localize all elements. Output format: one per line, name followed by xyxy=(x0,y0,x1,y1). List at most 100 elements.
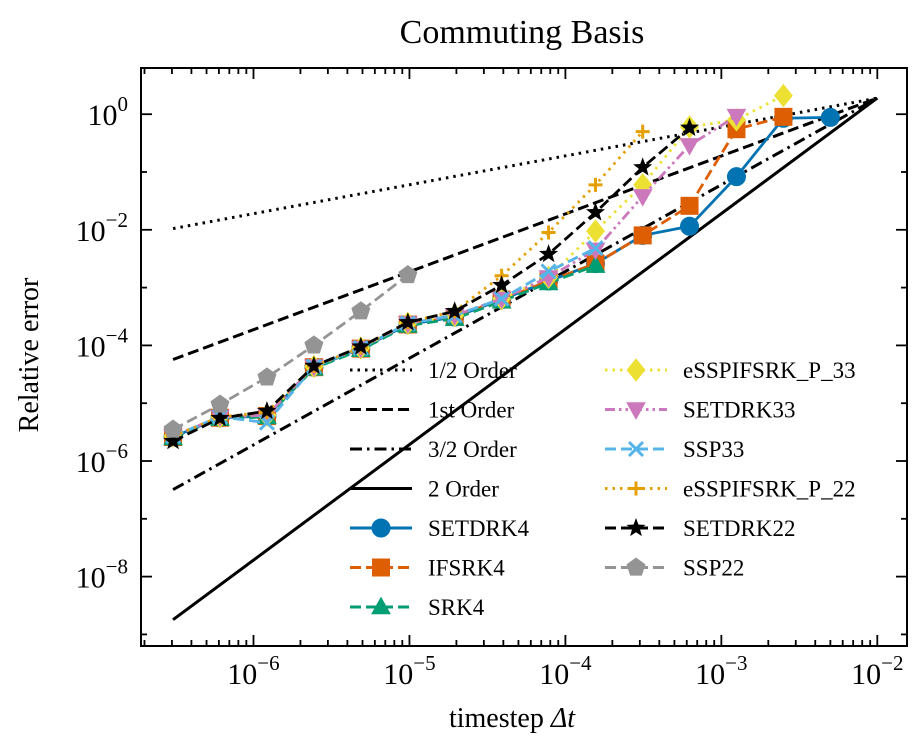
data-point-setdrk22 xyxy=(210,408,230,427)
legend-entry-ssp33: SSP33 xyxy=(605,437,744,462)
data-point-esspifsrk-p-33 xyxy=(586,219,605,243)
data-point-setdrk33 xyxy=(679,138,700,156)
data-point-setdrk4 xyxy=(820,107,840,127)
data-point-srk4 xyxy=(585,255,606,273)
legend-entry-ssp22: SSP22 xyxy=(605,556,744,581)
data-point-setdrk22 xyxy=(680,117,700,136)
legend-entry-3-2-order: 3/2 Order xyxy=(350,437,517,462)
series-line-setdrk22 xyxy=(172,126,691,443)
legend-label: 1st Order xyxy=(428,398,515,423)
legend-marker xyxy=(626,557,646,576)
legend-entry-1st-order: 1st Order xyxy=(350,398,515,423)
series-line-ifsrk4 xyxy=(172,115,784,439)
y-axis-label: Relative error xyxy=(14,277,45,432)
data-point-esspifsrk-p-22 xyxy=(635,124,650,139)
x-axis-label: timestep Δt xyxy=(449,703,576,734)
data-point-ifsrk4 xyxy=(680,196,699,215)
data-point-ssp22 xyxy=(163,419,183,438)
series-line-ssp33 xyxy=(172,246,597,438)
data-point-setdrk33 xyxy=(726,108,747,127)
data-point-setdrk22 xyxy=(398,312,418,331)
y-tick-label: 10−6 xyxy=(76,439,128,479)
series-ssp33 xyxy=(164,240,604,445)
data-point-setdrk22 xyxy=(492,275,512,294)
series-layer xyxy=(163,83,879,621)
x-tick-label: 10−6 xyxy=(227,651,279,691)
data-point-setdrk22 xyxy=(586,202,606,221)
y-tick-label: 100 xyxy=(88,92,129,132)
reference-line-1st-order xyxy=(172,96,878,361)
series-setdrk22 xyxy=(163,117,700,450)
legend-label: SETDRK22 xyxy=(683,516,795,541)
legend-entry-setdrk33: SETDRK33 xyxy=(605,398,795,423)
legend-label: 3/2 Order xyxy=(428,437,517,462)
data-point-setdrk22 xyxy=(633,157,653,176)
data-point-ssp33 xyxy=(540,263,557,280)
legend-entry-setdrk4: SETDRK4 xyxy=(350,516,529,541)
legend-marker xyxy=(626,518,646,537)
series-line-ssp22 xyxy=(172,273,409,431)
data-point-setdrk4 xyxy=(680,216,700,236)
legend-label: SETDRK33 xyxy=(683,398,795,423)
legend-label: SRK4 xyxy=(428,595,485,620)
legend-label: SSP33 xyxy=(683,437,744,462)
legend-marker xyxy=(371,596,391,615)
legend-marker xyxy=(372,558,390,577)
reference-line-3-2-order xyxy=(172,96,879,491)
legend-marker xyxy=(627,440,645,458)
legend-label: SSP22 xyxy=(683,556,744,581)
series-ssp22 xyxy=(163,265,418,438)
data-point-ssp33 xyxy=(493,290,510,307)
data-point-setdrk33 xyxy=(585,242,606,261)
y-tick-label: 10−4 xyxy=(76,323,129,363)
data-point-setdrk22 xyxy=(539,244,559,263)
reference-line-2-order xyxy=(172,96,879,621)
series-setdrk33 xyxy=(163,108,747,447)
y-tick-label: 10−2 xyxy=(76,208,128,248)
legend-marker xyxy=(626,402,646,420)
legend-entry-esspifsrk-p-22: eSSPIFSRK_P_22 xyxy=(605,477,856,502)
data-point-esspifsrk-p-22 xyxy=(541,225,556,240)
data-point-ssp33 xyxy=(587,240,604,257)
data-point-setdrk22 xyxy=(445,301,465,320)
y-tick-label: 10−8 xyxy=(76,555,128,595)
data-point-ssp22 xyxy=(351,301,371,320)
legend-label: IFSRK4 xyxy=(428,556,505,581)
legend-label: SETDRK4 xyxy=(428,516,529,541)
legend-entry-setdrk22: SETDRK22 xyxy=(605,516,795,541)
legend-entry-ifsrk4: IFSRK4 xyxy=(350,556,505,581)
series-line-srk4 xyxy=(172,264,597,440)
series-line-setdrk33 xyxy=(172,114,738,438)
data-point-esspifsrk-p-33 xyxy=(773,83,793,108)
legend-marker xyxy=(626,358,646,382)
x-tick-label: 10−3 xyxy=(695,651,747,691)
legend: 1/2 Order 1st Order 3/2 Order 2 Order SETDRK… xyxy=(350,358,856,620)
data-point-setdrk22 xyxy=(351,336,371,355)
data-point-ifsrk4 xyxy=(774,107,793,126)
plot-frame xyxy=(140,67,908,647)
legend-label: 1/2 Order xyxy=(428,358,517,383)
reference-line-1-2-order xyxy=(172,96,878,231)
data-point-setdrk22 xyxy=(163,431,183,450)
x-tick-label: 10−5 xyxy=(383,651,435,691)
data-point-ssp22 xyxy=(257,367,277,386)
legend-entry-esspifsrk-p-33: eSSPIFSRK_P_33 xyxy=(605,358,856,383)
legend-label: eSSPIFSRK_P_22 xyxy=(683,477,856,502)
legend-label: 2 Order xyxy=(428,477,499,502)
data-point-ssp22 xyxy=(304,335,324,354)
data-point-ifsrk4 xyxy=(633,226,652,245)
legend-entry-1-2-order: 1/2 Order xyxy=(350,358,517,383)
x-tick-label: 10−2 xyxy=(851,651,903,691)
x-tick-label: 10−4 xyxy=(539,651,592,691)
legend-marker xyxy=(371,518,391,538)
legend-entry-2-order: 2 Order xyxy=(350,477,499,502)
data-point-setdrk22 xyxy=(257,401,277,420)
legend-marker xyxy=(629,481,643,496)
data-point-setdrk22 xyxy=(304,356,324,375)
axes-layer: 10−6 10−5 10−4 10−3 10−2 100 10−2 10−4 10−6 10−8 xyxy=(76,67,908,691)
legend-entry-srk4: SRK4 xyxy=(350,595,485,620)
data-point-esspifsrk-p-22 xyxy=(588,177,603,192)
chart-title: Commuting Basis xyxy=(400,14,645,51)
data-point-setdrk33 xyxy=(632,189,653,207)
